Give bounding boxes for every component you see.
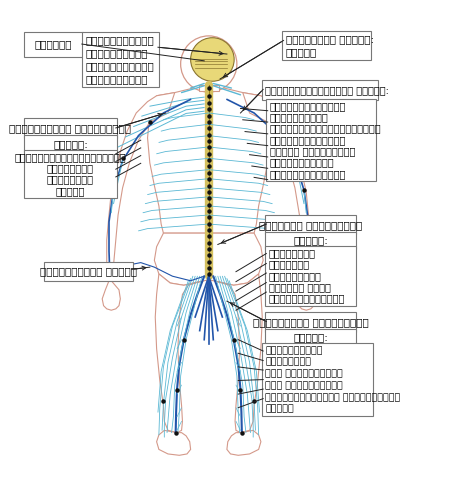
Polygon shape — [218, 274, 262, 433]
Polygon shape — [155, 274, 200, 433]
Text: সিএনএস: সিএনএস — [35, 39, 72, 49]
Text: মেডিয়ান: মেডিয়ান — [47, 174, 94, 184]
Text: ফিমোরালের: ফিমোরালের — [269, 271, 321, 281]
Circle shape — [181, 36, 237, 92]
FancyBboxPatch shape — [82, 32, 159, 87]
Text: মায়ু:: মায়ু: — [293, 236, 328, 246]
Text: কিউটেনওয়াস: কিউটেনওয়াস — [270, 158, 335, 168]
Text: লঘুমিতিষ্ক: লঘুমিতিষ্ক — [85, 48, 148, 58]
Circle shape — [191, 38, 234, 81]
FancyBboxPatch shape — [262, 343, 374, 416]
Text: কমন পেরোনিয়াল: কমন পেরোনিয়াল — [265, 370, 343, 378]
Text: স্যাফিনেওয়াস: স্যাফিনেওয়াস — [269, 294, 345, 304]
Polygon shape — [297, 281, 315, 310]
Text: মাস্কুলোকিউটেনওয়াস: মাস্কুলোকিউটেনওয়াস — [15, 152, 126, 162]
Text: ইলিওইঙ্গুইনাল: ইলিওইঙ্গুইনাল — [270, 135, 346, 145]
FancyBboxPatch shape — [265, 312, 356, 332]
Text: ষ্কিয়াটিক: ষ্কিয়াটিক — [265, 346, 323, 355]
Text: ভেগাস: ভেগাস — [286, 47, 317, 57]
Polygon shape — [107, 93, 175, 281]
FancyBboxPatch shape — [44, 262, 133, 281]
FancyBboxPatch shape — [24, 150, 117, 198]
Text: মায়ু:: মায়ু: — [293, 332, 328, 343]
Text: ফিমোরাল: ফিমোরাল — [269, 259, 310, 269]
Text: উর্ধর ল্যাটেরাল: উর্ধর ল্যাটেরাল — [270, 146, 356, 156]
Text: সুষুমাকাণু: সুষুমাকাণু — [85, 74, 148, 84]
Text: পিউডেন্ডাল মায়ু: পিউডেন্ডাল মায়ু — [40, 266, 137, 276]
Text: স্যাক্রাল প্লেক্সাস: স্যাক্রাল প্লেক্সাস — [253, 317, 368, 327]
Text: ডিপ পেরোনিয়াল: ডিপ পেরোনিয়াল — [265, 381, 343, 390]
Text: সাবকোস্টাল: সাবকোস্টাল — [270, 112, 328, 123]
Text: ক্রেটিকা মায়ু:: ক্রেটিকা মায়ু: — [286, 34, 374, 44]
Polygon shape — [102, 281, 120, 310]
FancyBboxPatch shape — [24, 119, 117, 138]
Text: ব্রাকিয়াল প্লেক্সাস: ব্রাকিয়াল প্লেক্সাস — [9, 123, 131, 133]
FancyBboxPatch shape — [24, 32, 83, 57]
Polygon shape — [243, 93, 311, 281]
FancyBboxPatch shape — [262, 80, 378, 100]
Polygon shape — [227, 430, 261, 455]
Text: মায়ু:: মায়ু: — [53, 139, 88, 149]
FancyBboxPatch shape — [282, 31, 371, 60]
Text: জেনিটোফিমোরাল: জেনিটোফিমোরাল — [270, 169, 346, 179]
Polygon shape — [199, 85, 219, 91]
FancyBboxPatch shape — [265, 215, 356, 235]
FancyBboxPatch shape — [266, 99, 375, 181]
Text: আলনার: আলনার — [56, 186, 85, 196]
FancyBboxPatch shape — [265, 329, 356, 346]
Polygon shape — [156, 430, 191, 455]
FancyBboxPatch shape — [265, 247, 356, 306]
Text: সুরার: সুরার — [265, 404, 294, 414]
Text: লাম্বার প্লেক্সাস: লাম্বার প্লেক্সাস — [259, 220, 362, 230]
Text: সুপারফিশিয়াল পেরোনিয়াল: সুপারফিশিয়াল পেরোনিয়াল — [265, 393, 401, 402]
Polygon shape — [155, 233, 263, 285]
Text: রেডিয়াল: রেডিয়াল — [47, 163, 94, 173]
Text: ইন্টারকোস্টাল: ইন্টারকোস্টাল — [270, 101, 346, 111]
Text: ইলওহাইপোগ্যাস্ট্রিক: ইলওহাইপোগ্যাস্ট্রিক — [270, 124, 382, 133]
Text: থোরেকোআবডোমিনাল মায়ু:: থোরেকোআবডোমিনাল মায়ু: — [265, 85, 389, 95]
Text: ব্রেইনস্টেম: ব্রেইনস্টেম — [85, 61, 154, 71]
FancyBboxPatch shape — [265, 232, 356, 249]
Text: অবটুরেটর: অবটুরেটর — [269, 249, 316, 258]
FancyBboxPatch shape — [24, 135, 117, 152]
Polygon shape — [147, 85, 270, 233]
Text: পেশীয় শাখা: পেশীয় শাখা — [269, 282, 330, 292]
Text: গুরুমিতিষ্ক: গুরুমিতিষ্ক — [85, 35, 154, 45]
Text: টিবিয়াল: টিবিয়াল — [265, 358, 311, 367]
